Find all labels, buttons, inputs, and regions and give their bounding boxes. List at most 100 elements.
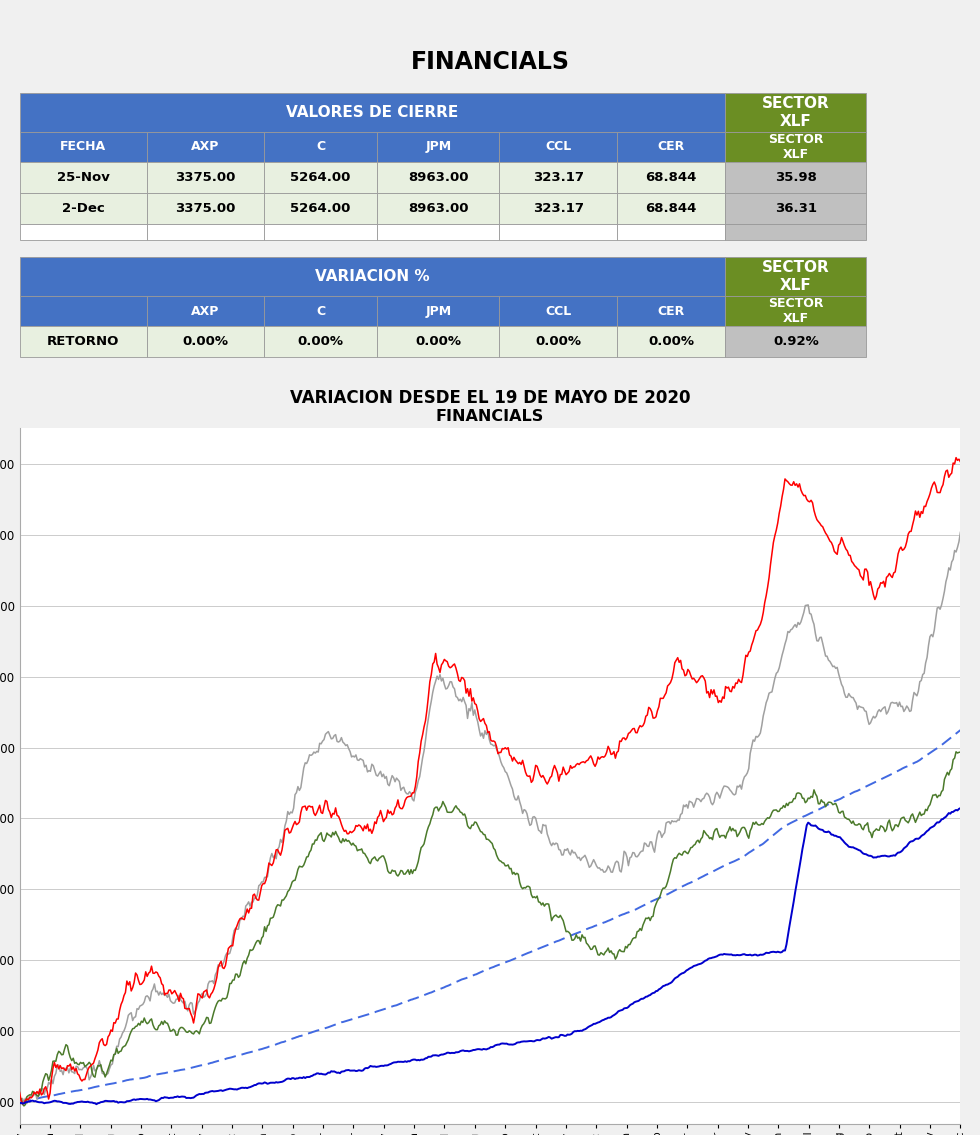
FancyBboxPatch shape bbox=[725, 326, 866, 358]
JPM bbox=[265, 851, 276, 865]
FancyBboxPatch shape bbox=[617, 162, 725, 193]
JPM bbox=[480, 728, 492, 741]
AXP bbox=[682, 663, 694, 676]
Text: AXP: AXP bbox=[191, 141, 220, 153]
Text: 0.92%: 0.92% bbox=[773, 335, 818, 348]
Text: 36.31: 36.31 bbox=[775, 202, 816, 215]
JPM bbox=[616, 857, 628, 871]
AXP bbox=[266, 859, 277, 873]
FancyBboxPatch shape bbox=[377, 296, 500, 326]
Text: VARIACION %: VARIACION % bbox=[316, 269, 429, 284]
Text: 68.844: 68.844 bbox=[646, 202, 697, 215]
Text: 0.00%: 0.00% bbox=[416, 335, 462, 348]
Text: VARIACION DESDE EL 19 DE MAYO DE 2020: VARIACION DESDE EL 19 DE MAYO DE 2020 bbox=[290, 389, 690, 407]
FancyBboxPatch shape bbox=[500, 296, 617, 326]
CCL bbox=[618, 1001, 630, 1015]
FancyBboxPatch shape bbox=[377, 162, 500, 193]
CER bbox=[955, 723, 966, 737]
Text: CCL: CCL bbox=[545, 304, 571, 318]
FancyBboxPatch shape bbox=[725, 93, 866, 132]
Title: FINANCIALS: FINANCIALS bbox=[436, 410, 544, 424]
C bbox=[753, 818, 764, 832]
Text: 0.00%: 0.00% bbox=[182, 335, 228, 348]
Text: 3375.00: 3375.00 bbox=[175, 202, 235, 215]
Text: FINANCIALS: FINANCIALS bbox=[411, 50, 569, 74]
Line: JPM: JPM bbox=[20, 532, 960, 1105]
C bbox=[669, 851, 681, 865]
CCL bbox=[682, 962, 694, 976]
C bbox=[266, 911, 277, 925]
Text: 25-Nov: 25-Nov bbox=[57, 171, 110, 184]
AXP bbox=[669, 656, 681, 670]
Text: FECHA: FECHA bbox=[60, 141, 106, 153]
C bbox=[955, 746, 966, 759]
AXP bbox=[482, 725, 494, 739]
FancyBboxPatch shape bbox=[147, 162, 265, 193]
FancyBboxPatch shape bbox=[265, 326, 377, 358]
C bbox=[951, 745, 962, 758]
CER bbox=[667, 884, 679, 898]
AXP bbox=[753, 620, 764, 633]
FancyBboxPatch shape bbox=[377, 193, 500, 224]
AXP bbox=[17, 1096, 28, 1110]
FancyBboxPatch shape bbox=[265, 224, 377, 241]
CER bbox=[680, 877, 692, 891]
C bbox=[482, 832, 494, 846]
Line: AXP: AXP bbox=[20, 457, 960, 1103]
CCL bbox=[955, 801, 966, 815]
FancyBboxPatch shape bbox=[617, 296, 725, 326]
FancyBboxPatch shape bbox=[500, 162, 617, 193]
AXP bbox=[951, 451, 962, 464]
FancyBboxPatch shape bbox=[20, 93, 725, 132]
Text: 323.17: 323.17 bbox=[533, 202, 584, 215]
FancyBboxPatch shape bbox=[500, 224, 617, 241]
Line: CCL: CCL bbox=[20, 808, 960, 1104]
FancyBboxPatch shape bbox=[147, 132, 265, 162]
FancyBboxPatch shape bbox=[20, 326, 147, 358]
CCL bbox=[669, 972, 681, 985]
Text: SECTOR
XLF: SECTOR XLF bbox=[761, 260, 830, 293]
CER bbox=[480, 962, 492, 976]
FancyBboxPatch shape bbox=[377, 326, 500, 358]
FancyBboxPatch shape bbox=[147, 193, 265, 224]
FancyBboxPatch shape bbox=[20, 257, 725, 296]
FancyBboxPatch shape bbox=[20, 132, 147, 162]
FancyBboxPatch shape bbox=[725, 162, 866, 193]
Text: 323.17: 323.17 bbox=[533, 171, 584, 184]
CCL bbox=[266, 1076, 277, 1090]
Text: SECTOR
XLF: SECTOR XLF bbox=[761, 96, 830, 128]
C bbox=[618, 944, 630, 958]
FancyBboxPatch shape bbox=[725, 296, 866, 326]
Line: CER: CER bbox=[20, 730, 960, 1103]
FancyBboxPatch shape bbox=[265, 162, 377, 193]
AXP bbox=[618, 731, 630, 745]
FancyBboxPatch shape bbox=[377, 224, 500, 241]
FancyBboxPatch shape bbox=[617, 224, 725, 241]
CER bbox=[616, 908, 628, 922]
FancyBboxPatch shape bbox=[725, 257, 866, 296]
CER bbox=[265, 1040, 276, 1053]
FancyBboxPatch shape bbox=[377, 132, 500, 162]
CER bbox=[752, 841, 763, 855]
FancyBboxPatch shape bbox=[500, 132, 617, 162]
FancyBboxPatch shape bbox=[20, 296, 147, 326]
JPM bbox=[14, 1099, 25, 1112]
Text: 35.98: 35.98 bbox=[775, 171, 816, 184]
FancyBboxPatch shape bbox=[20, 193, 147, 224]
Text: 68.844: 68.844 bbox=[646, 171, 697, 184]
Text: 0.00%: 0.00% bbox=[298, 335, 344, 348]
FancyBboxPatch shape bbox=[265, 132, 377, 162]
Text: AXP: AXP bbox=[191, 304, 220, 318]
Text: 2-Dec: 2-Dec bbox=[62, 202, 105, 215]
AXP bbox=[14, 1085, 25, 1099]
Text: 5264.00: 5264.00 bbox=[290, 171, 351, 184]
Text: 8963.00: 8963.00 bbox=[408, 171, 468, 184]
FancyBboxPatch shape bbox=[265, 296, 377, 326]
Line: C: C bbox=[20, 751, 960, 1105]
Text: RETORNO: RETORNO bbox=[47, 335, 120, 348]
FancyBboxPatch shape bbox=[147, 224, 265, 241]
Text: C: C bbox=[317, 304, 325, 318]
JPM bbox=[680, 798, 692, 812]
CER bbox=[14, 1096, 25, 1110]
C bbox=[14, 1092, 25, 1105]
